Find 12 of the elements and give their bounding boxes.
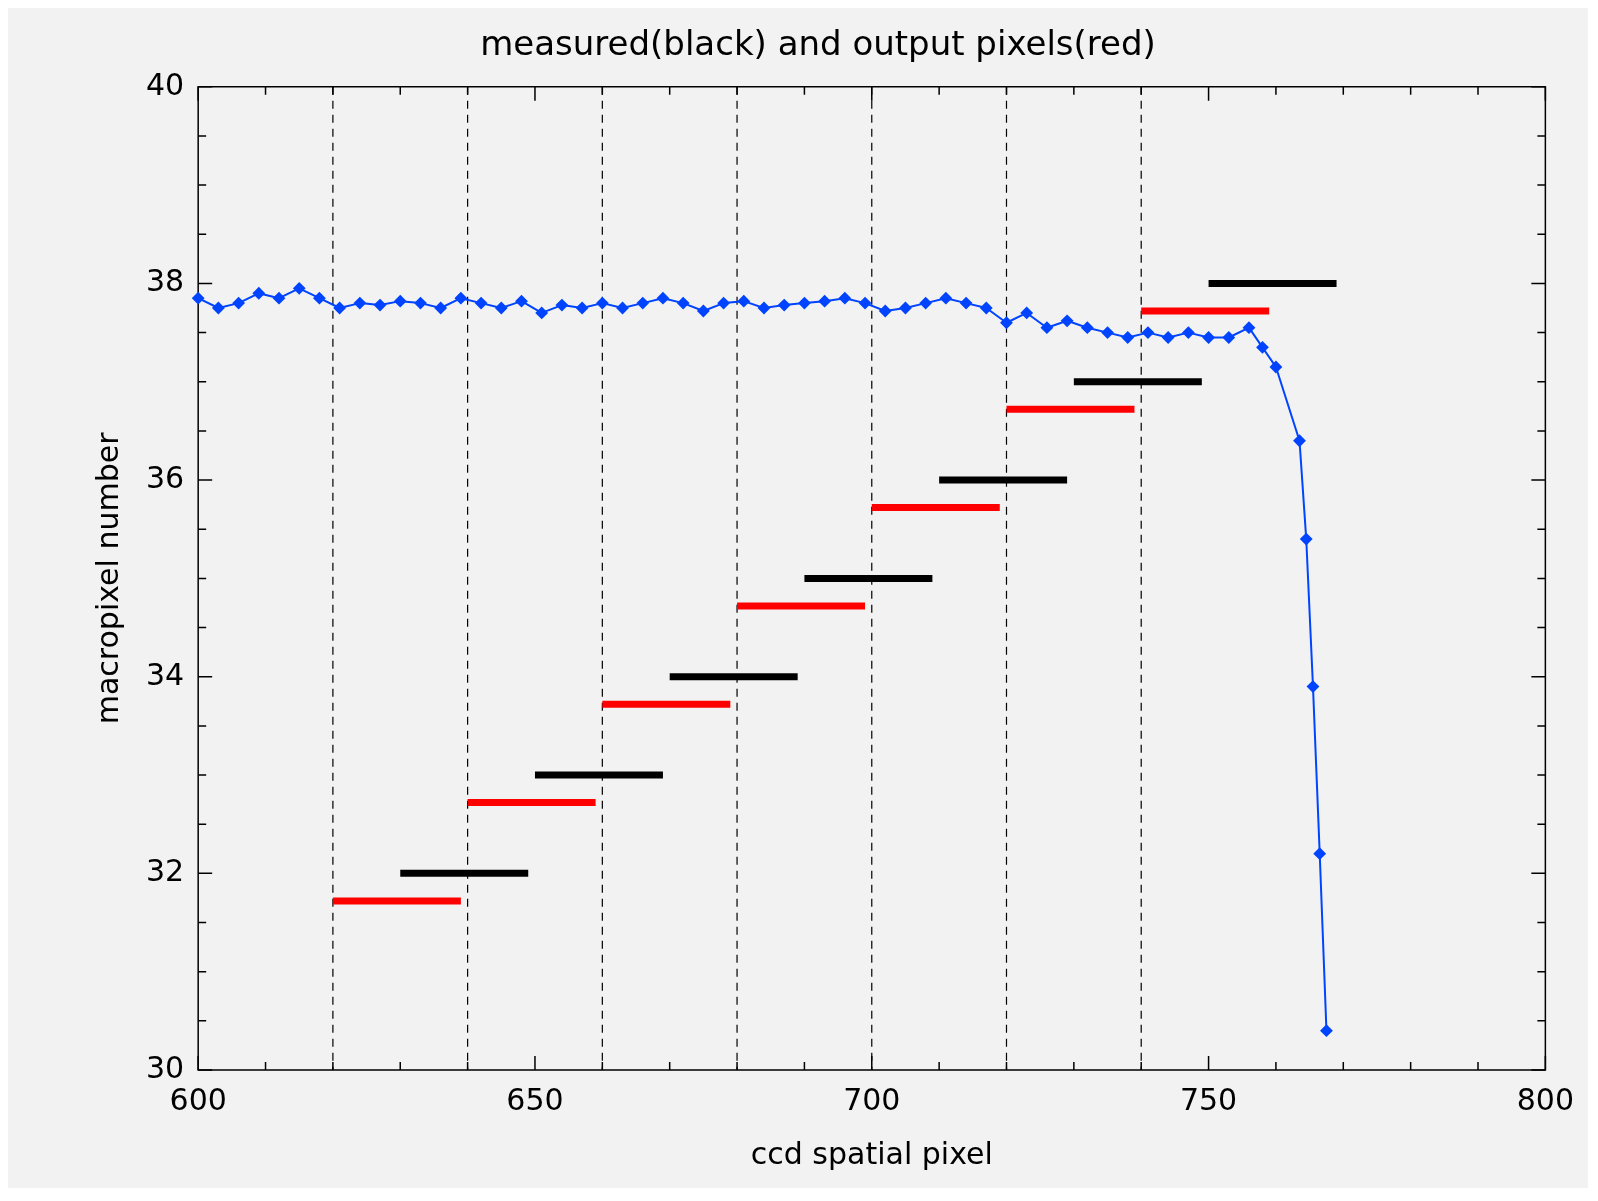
x-tick-label: 750	[1179, 1081, 1238, 1117]
x-tick-label: 800	[1516, 1081, 1574, 1117]
x-axis-title: ccd spatial pixel	[750, 1135, 993, 1171]
x-tick-label: 700	[843, 1081, 901, 1117]
chart-title: measured(black) and output pixels(red)	[480, 23, 1156, 64]
x-tick-label: 650	[506, 1081, 564, 1117]
y-tick-label: 32	[145, 853, 185, 889]
y-tick-label: 36	[145, 459, 185, 495]
y-axis-title: macropixel number	[89, 431, 125, 725]
y-tick-label: 40	[145, 66, 185, 102]
y-tick-label: 38	[145, 263, 185, 299]
y-tick-label: 34	[145, 656, 185, 692]
